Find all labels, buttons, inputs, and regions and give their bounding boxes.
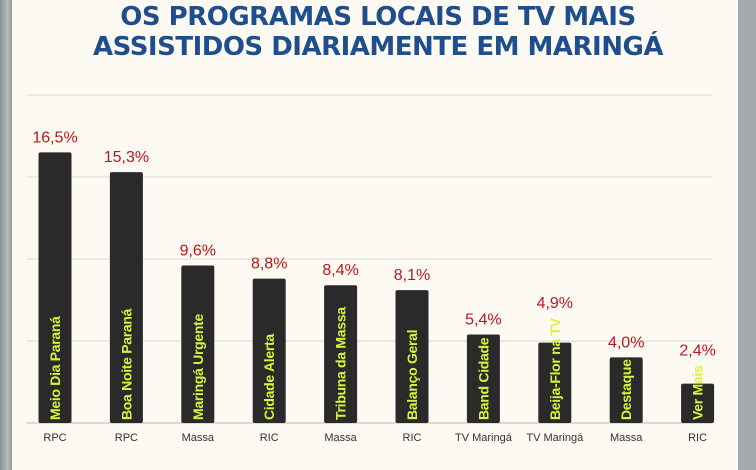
bar xyxy=(181,265,215,423)
program-label: Maringá Urgente xyxy=(190,314,206,420)
bar xyxy=(395,290,429,423)
bar xyxy=(38,152,72,423)
category-label: RIC xyxy=(688,432,707,444)
value-label: 15,3% xyxy=(104,149,149,166)
category-label: TV Maringá xyxy=(455,432,513,444)
program-label: Tribuna da Massa xyxy=(333,307,349,420)
title-line-1: OS PROGRAMAS LOCAIS DE TV MAIS xyxy=(120,2,636,32)
title-line-2: ASSISTIDOS DIARIAMENTE EM MARINGÁ xyxy=(93,32,663,62)
value-label: 4,9% xyxy=(537,295,573,312)
value-label: 8,4% xyxy=(322,262,358,279)
bar xyxy=(466,334,500,423)
value-label: 4,0% xyxy=(608,334,644,351)
value-label: 16,5% xyxy=(32,129,77,146)
bar xyxy=(324,285,358,423)
value-label: 9,6% xyxy=(180,243,216,260)
chart-title: OS PROGRAMAS LOCAIS DE TV MAIS ASSISTIDO… xyxy=(0,2,756,62)
bar xyxy=(609,357,643,423)
program-label: Band Cidade xyxy=(475,337,491,420)
bar xyxy=(252,278,286,423)
program-label: Ver Mais xyxy=(690,365,706,420)
category-label: RIC xyxy=(403,432,422,444)
program-label: Beija-Flor na TV xyxy=(547,317,563,420)
bar xyxy=(109,172,143,423)
value-label: 8,8% xyxy=(251,256,287,273)
category-label: RPC xyxy=(115,432,138,444)
program-label: Cidade Alerta xyxy=(261,334,277,420)
category-label: Massa xyxy=(182,432,215,444)
program-label: Boa Noite Paraná xyxy=(118,308,134,420)
category-label: Massa xyxy=(610,432,643,444)
category-label: Massa xyxy=(324,432,357,444)
category-label: TV Maringá xyxy=(526,432,584,444)
program-label: Meio Dia Paraná xyxy=(47,316,63,420)
bar xyxy=(538,342,572,423)
category-label: RPC xyxy=(43,432,66,444)
bar xyxy=(681,383,715,423)
value-label: 5,4% xyxy=(465,311,501,328)
value-label: 8,1% xyxy=(394,267,430,284)
category-label: RIC xyxy=(260,432,279,444)
program-label: Balanço Geral xyxy=(404,330,420,420)
program-label: Destaque xyxy=(618,359,634,420)
value-label: 2,4% xyxy=(679,343,715,360)
